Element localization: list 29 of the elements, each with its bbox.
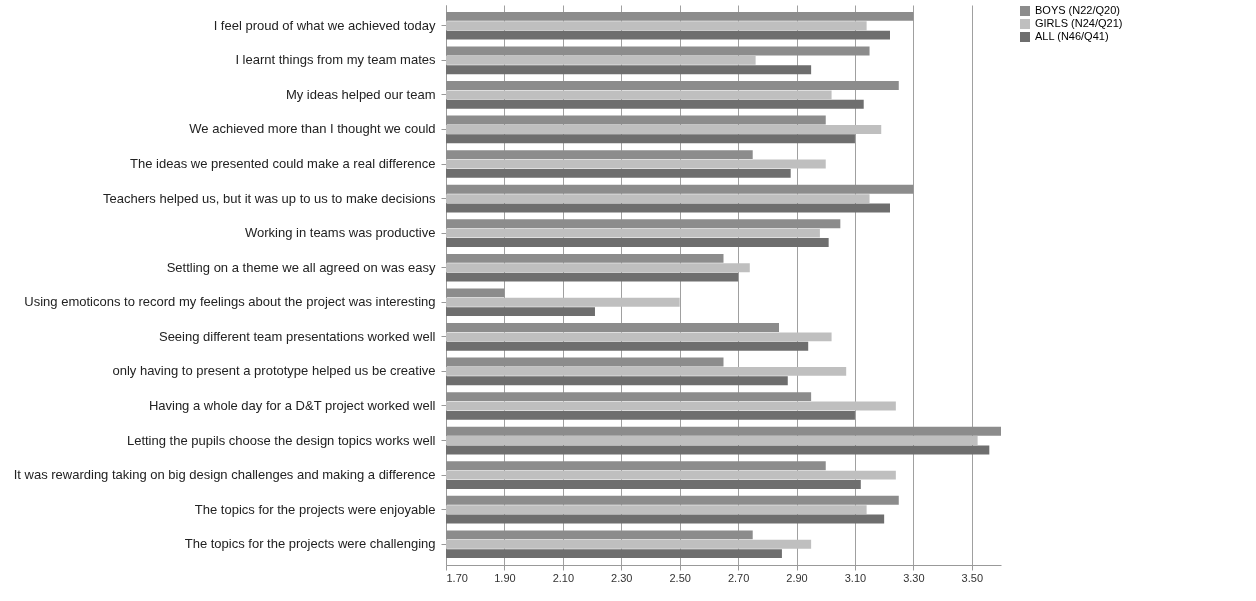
x-tick-label: 3.10 <box>844 571 867 584</box>
y-tick-label: Teachers helped us, but it was up to us to make decisions <box>103 190 436 206</box>
x-tick-label: 2.50 <box>669 571 691 584</box>
legend-label: BOYS (N22/Q20) <box>1035 4 1120 16</box>
y-tick-label: Seeing different team presentations worked well <box>158 328 436 344</box>
x-tick-label: 1.70 <box>446 571 468 584</box>
y-tick-label: Settling on a theme we all agreed on was easy <box>166 259 436 275</box>
y-tick-label: The topics for the projects were enjoyable <box>194 501 436 517</box>
x-tick-label: 3.30 <box>903 571 925 584</box>
x-tick-label: 2.10 <box>552 571 575 584</box>
y-tick-label: The topics for the projects were challenging <box>184 536 436 552</box>
x-tick-label: 2.70 <box>727 571 750 584</box>
y-tick-label: Working in teams was productive <box>244 225 436 241</box>
x-tick-label: 2.30 <box>611 571 633 584</box>
legend-label: GIRLS (N24/Q21) <box>1035 17 1123 29</box>
y-tick-label: My ideas helped our team <box>285 86 436 102</box>
y-tick-label: only having to present a prototype helped us be creative <box>112 363 436 379</box>
y-tick-label: The ideas we presented could make a real difference <box>130 156 436 172</box>
x-tick-label: 1.90 <box>494 571 516 584</box>
y-tick-label: It was rewarding taking on big design challenges and making a difference <box>13 467 436 483</box>
x-tick-label: 3.50 <box>961 571 983 584</box>
y-tick-label: Letting the pupils choose the design topics works well <box>126 432 436 448</box>
x-tick-label: 2.90 <box>786 571 808 584</box>
y-tick-label: Using emoticons to record my feelings about the project was interesting <box>24 294 436 310</box>
y-tick-label: Having a whole day for a D&T project worked well <box>148 397 436 413</box>
y-tick-label: I feel proud of what we achieved today <box>213 17 436 33</box>
y-tick-label: I learnt things from my team mates <box>235 52 436 68</box>
y-tick-label: We achieved more than I thought we could <box>189 121 436 137</box>
legend-label: ALL (N46/Q41) <box>1035 30 1109 42</box>
